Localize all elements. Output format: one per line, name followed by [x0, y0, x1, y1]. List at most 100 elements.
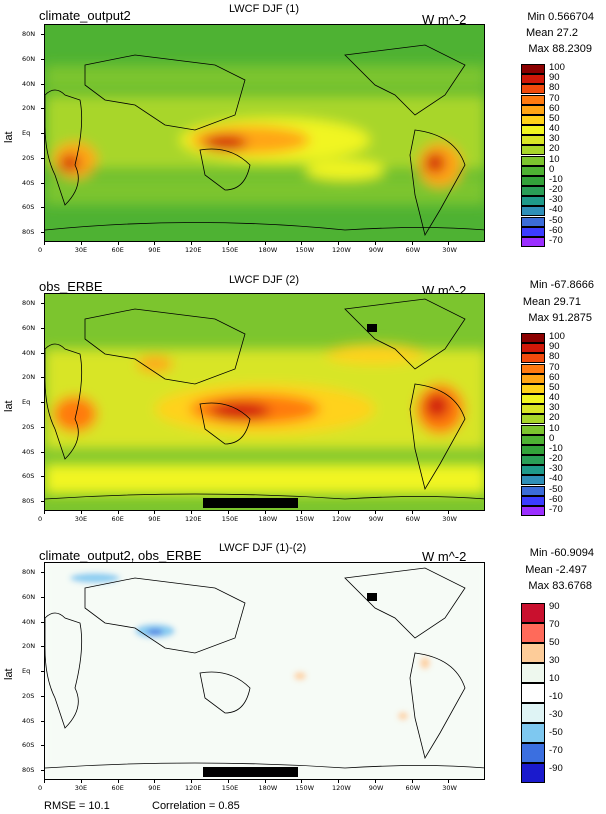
lon-tick-label: 150W [295, 515, 315, 523]
lon-tick-label: 30W [442, 515, 457, 523]
lon-tick-label: 0 [38, 784, 43, 792]
lon-tick-label: 150E [221, 784, 239, 792]
stat-mean: Mean 29.71 [522, 296, 581, 308]
lat-tick-mark [41, 83, 44, 85]
colorbar-segment [521, 643, 545, 663]
lat-tick-label: 40S [22, 178, 35, 187]
colorbar-label: 40 [549, 123, 560, 134]
neg-tibet-core [147, 629, 163, 635]
lon-tick-mark [154, 780, 156, 783]
colorbar [521, 64, 545, 247]
colorbar-label: -10 [549, 442, 563, 454]
colorbar-segment [521, 663, 545, 683]
lat-tick-mark [41, 646, 44, 648]
map-title: LWCF DJF (2) [229, 274, 300, 286]
map-plot [44, 293, 485, 511]
colorbar-segment [521, 404, 545, 415]
lat-tick-label: 80N [22, 568, 36, 576]
lat-tick-label: 60N [22, 592, 36, 601]
lat-tick-mark [41, 695, 44, 697]
lon-tick-mark [227, 511, 229, 514]
colorbar-segment [521, 226, 545, 237]
colorbar-segment [521, 383, 545, 394]
coast-antarctica [45, 762, 484, 769]
lat-tick-label: 80N [22, 299, 36, 307]
midlat-band-n [45, 65, 484, 90]
coast-africa [45, 343, 83, 460]
lat-tick-mark [41, 327, 44, 329]
colorbar-segment [521, 74, 545, 85]
lon-tick-label: 90E [148, 515, 161, 523]
colorbar-label: 0 [549, 432, 555, 444]
colorbar-label: -50 [549, 483, 563, 495]
lat-tick-label: 40N [22, 348, 36, 357]
lat-tick-mark [41, 207, 44, 209]
lat-tick-label: 20S [22, 422, 35, 431]
lon-tick-mark [264, 511, 266, 514]
warm-pool-max [203, 135, 247, 151]
colorbar-label: 60 [549, 371, 560, 383]
lat-tick-mark [41, 572, 44, 573]
colorbar-label: -10 [549, 691, 563, 702]
colorbar-segment [521, 94, 545, 105]
coast-australia [199, 671, 251, 714]
missing-data [367, 324, 377, 332]
lon-tick-mark [191, 780, 192, 783]
y-axis-label: lat [3, 668, 15, 680]
colorbar-segment [521, 465, 545, 476]
colorbar-segment [521, 703, 545, 723]
pos-s-pacific [398, 712, 408, 720]
lat-tick-label: 40S [22, 716, 35, 725]
stat-min: Min -67.8666 [529, 279, 594, 291]
colorbar-segment [521, 186, 545, 197]
colorbar-label: -90 [549, 763, 563, 774]
colorbar-label: -20 [549, 184, 563, 195]
lon-tick-mark [191, 242, 192, 245]
lon-tick-label: 120E [185, 784, 202, 792]
lat-tick-mark [41, 352, 44, 354]
colorbar-label: -50 [549, 214, 563, 226]
lat-tick-label: 80S [22, 228, 35, 236]
lon-tick-label: 120E [185, 246, 202, 254]
lon-tick-label: 60E [111, 246, 124, 254]
coast-australia [199, 402, 251, 445]
colorbar-label: 10 [549, 673, 560, 684]
lat-tick-label: 40N [22, 79, 36, 88]
colorbar-label: 70 [549, 92, 560, 104]
lat-tick-mark [41, 621, 44, 623]
spcz [305, 160, 385, 180]
coast-antarctica [45, 493, 484, 500]
colorbar-label: 10 [549, 153, 560, 165]
colorbar-label: 0 [549, 163, 555, 175]
lon-tick-label: 60W [405, 246, 421, 254]
colorbar-label: 70 [549, 619, 560, 630]
map-title: LWCF DJF (1) [229, 3, 300, 15]
lon-tick-mark [301, 511, 303, 514]
lat-tick-mark [41, 596, 44, 598]
colorbar-label: 70 [549, 361, 560, 373]
weak-positive-field [45, 563, 484, 779]
lat-tick-label: 20N [22, 104, 36, 113]
lat-tick-mark [41, 501, 44, 502]
coast-s-america [409, 652, 466, 760]
n-pacific [325, 344, 425, 364]
correlation-label: Correlation = 0.85 [152, 800, 240, 812]
lon-tick-mark [227, 242, 229, 245]
lon-tick-label: 180W [258, 246, 278, 254]
colorbar-segment [521, 155, 545, 166]
pos-eq-pacific [294, 672, 306, 680]
lat-tick-mark [41, 108, 44, 110]
colorbar-label: -20 [549, 453, 563, 464]
coastlines [45, 298, 484, 500]
colorbar-segment [521, 603, 545, 623]
colorbar-segment [521, 353, 545, 364]
lon-tick-label: 90W [368, 784, 384, 792]
lon-tick-mark [338, 242, 339, 245]
lat-tick-label: 60N [22, 323, 36, 332]
colorbar-segment [521, 363, 545, 374]
lon-tick-label: 180W [258, 515, 278, 523]
lon-tick-label: 60E [111, 784, 124, 792]
lat-tick-label: 20S [22, 691, 35, 700]
stat-max: Max 83.6768 [528, 580, 592, 592]
lon-tick-label: 180W [258, 784, 278, 792]
